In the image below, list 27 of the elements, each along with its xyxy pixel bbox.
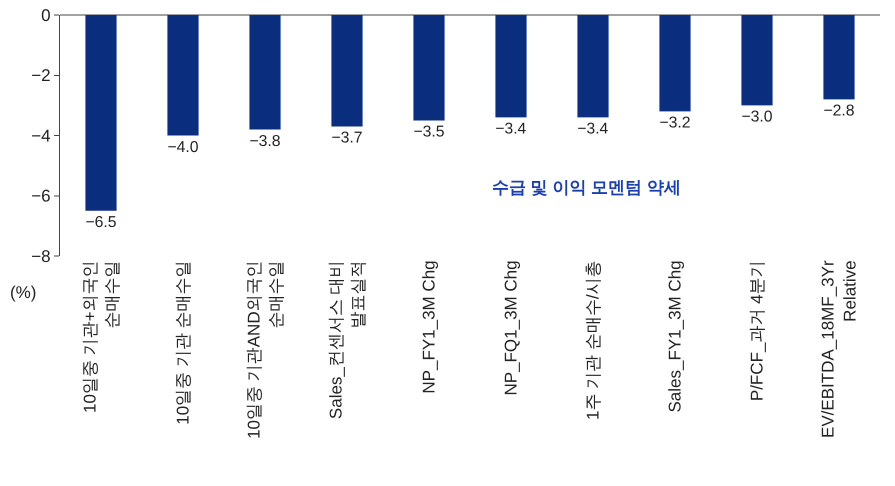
annotation: 수급 및 이익 모멘텀 약세 — [492, 178, 681, 197]
x-tick-label: P/FCF_과거 4분기 — [748, 260, 767, 402]
y-tick-label: −4 — [31, 126, 51, 146]
data-label: −6.5 — [85, 214, 117, 232]
y-tick-label: −2 — [31, 66, 51, 86]
x-tick-label: Sales_FY1_3M Chg — [666, 260, 685, 413]
data-label: −4.0 — [167, 138, 199, 156]
x-tick-label: EV/EBITDA_18MF_3Yr Relative — [818, 260, 860, 438]
data-label: −2.8 — [823, 102, 855, 120]
x-tick-label: 10일중 기관 순매수일 — [174, 260, 193, 425]
y-tick-label: 0 — [41, 6, 51, 25]
data-label: −3.8 — [249, 132, 281, 150]
y-tick-label: −6 — [31, 186, 51, 206]
x-tick-label: 1주 기관 순매수/시총 — [584, 260, 603, 420]
data-label: −3.2 — [659, 114, 691, 132]
x-tick-label: NP_FY1_3M Chg — [420, 260, 439, 394]
data-label: −3.7 — [331, 130, 363, 147]
y-axis-title: (%) — [10, 283, 36, 302]
y-tick-label: −8 — [31, 246, 51, 266]
x-tick-label: 10일중 기관AND외국인 순매수일 — [244, 260, 286, 439]
x-tick-label: NP_FQ1_3M Chg — [502, 260, 521, 396]
data-label: −3.4 — [495, 120, 527, 138]
x-tick-label: Sales_컨센서스 대비 발표실적 — [326, 260, 368, 420]
data-label: −3.0 — [741, 108, 773, 126]
data-label: −3.4 — [577, 120, 609, 138]
data-label: −3.5 — [413, 124, 445, 141]
x-tick-label: 10일중 기관+외국인 순매수일 — [80, 260, 122, 413]
